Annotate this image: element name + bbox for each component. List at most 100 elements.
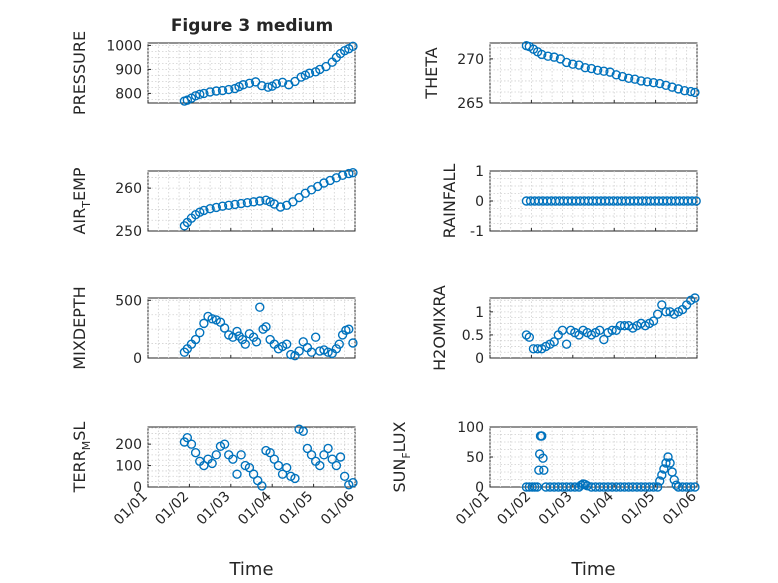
- chart-pressure-point: [271, 79, 282, 89]
- chart-pressure-point: [238, 80, 248, 90]
- subplot-mixdepth: 0 500 MIXDEPTH: [70, 286, 358, 370]
- chart-rainfall-ytick-label: 1: [475, 164, 484, 180]
- chart-terr_msl-ytick-label: 200: [115, 437, 142, 453]
- subplot-terr-msl: 01/01 01/02 01/03 01/04 01/05 01/06 0 100 200 TER…: [70, 422, 358, 580]
- chart-air_temp-ylabel-main: AIR: [70, 208, 89, 235]
- chart-terr_msl-xtick-label: 01/02: [152, 489, 192, 529]
- chart-mixdepth-point: [286, 349, 296, 360]
- chart-mixdepth-point: [240, 339, 250, 349]
- chart-pressure-point: [224, 84, 234, 95]
- chart-mixdepth-point: [199, 318, 209, 329]
- chart-mixdepth-point: [255, 302, 265, 312]
- chart-air_temp-point: [242, 198, 253, 208]
- chart-terr_msl-point: [327, 454, 337, 464]
- chart-air_temp-point: [261, 195, 271, 205]
- chart-h2omixra-point: [561, 339, 572, 349]
- chart-mixdepth-point: [207, 314, 217, 324]
- chart-air_temp-point: [344, 168, 354, 179]
- chart-h2omixra-point: [657, 300, 667, 310]
- chart-pressure-point: [277, 77, 288, 88]
- chart-rainfall-ylabel-main: RAINFALL: [440, 164, 459, 239]
- chart-sun_flux-point: [671, 480, 681, 490]
- chart-theta-axes-box: [489, 42, 698, 104]
- chart-mixdepth-point: [331, 344, 342, 354]
- chart-terr_msl-point: [277, 469, 288, 479]
- chart-terr_msl-point: [315, 460, 325, 471]
- chart-air_temp-point: [331, 173, 342, 183]
- chart-theta-point: [630, 74, 640, 84]
- chart-theta-point: [580, 63, 590, 73]
- chart-terr_msl-point: [232, 469, 242, 479]
- chart-mixdepth-point: [281, 339, 292, 349]
- chart-pressure-ylabel-main: PRESSURE: [70, 31, 89, 115]
- chart-h2omixra-point: [549, 337, 559, 347]
- chart-terr_msl-point: [323, 443, 333, 454]
- subplot-h2omixra: 0 0.5 1 H2OMIXRA: [430, 285, 700, 371]
- chart-sun_flux-point: [530, 482, 540, 492]
- chart-terr_msl-point: [273, 460, 284, 471]
- chart-pressure-point: [199, 88, 209, 99]
- chart-pressure-point: [257, 81, 267, 91]
- chart-terr_msl-point: [186, 439, 197, 449]
- chart-mixdepth-ytick-label: 0: [133, 351, 142, 367]
- chart-sun_flux-point: [686, 482, 696, 492]
- chart-sun_flux-point: [655, 476, 665, 486]
- chart-air_temp-ylabel: AIRTEMP: [70, 167, 93, 234]
- chart-terr_msl-xtick-label: 01/05: [277, 489, 317, 529]
- chart-terr_msl-point: [182, 433, 193, 443]
- chart-sun_flux-xtick-label: 01/06: [660, 488, 700, 528]
- chart-sun_flux-ytick-label: 50: [466, 450, 484, 466]
- chart-mixdepth-point: [323, 347, 333, 357]
- chart-sun_flux-point: [534, 465, 544, 475]
- chart-terr_msl-point: [190, 448, 201, 458]
- chart-theta-point: [592, 65, 603, 76]
- chart-terr_msl-point: [244, 463, 255, 473]
- chart-sun_flux-point: [538, 453, 548, 463]
- chart-sun_flux-point: [648, 482, 659, 492]
- chart-sun_flux-point: [669, 475, 679, 485]
- chart-air_temp-point: [288, 197, 298, 207]
- chart-air_temp-point: [319, 178, 329, 188]
- chart-h2omixra-ytick-label: 1: [475, 305, 484, 321]
- chart-pressure-ylabel: PRESSURE: [70, 31, 89, 115]
- chart-terr_msl-point: [219, 439, 230, 449]
- chart-theta-ytick-label: 265: [457, 96, 484, 112]
- chart-sun_flux-point: [690, 482, 700, 492]
- chart-sun_flux-point: [570, 482, 580, 492]
- chart-pressure-ytick-label: 900: [115, 62, 142, 78]
- chart-pressure-point: [211, 86, 222, 96]
- chart-terr_msl-point: [207, 458, 217, 469]
- chart-theta-point: [537, 49, 547, 60]
- chart-terr_msl-ylabel-rest: SL: [70, 422, 89, 441]
- chart-terr_msl-point: [248, 469, 259, 479]
- chart-pressure-point: [217, 85, 228, 96]
- chart-pressure-point: [348, 41, 358, 52]
- chart-h2omixra-ylabel-main: H2OMIXRA: [430, 285, 449, 371]
- chart-sun_flux-point: [537, 431, 547, 441]
- chart-h2omixra-point: [652, 309, 663, 319]
- chart-air_temp-ytick-label: 260: [115, 181, 142, 197]
- chart-mixdepth-point: [219, 323, 230, 333]
- chart-terr_msl-point: [211, 450, 222, 460]
- chart-h2omixra-point: [619, 320, 630, 331]
- chart-terr_msl-point: [236, 450, 246, 460]
- chart-sun_flux-ytick-label: 0: [475, 480, 484, 496]
- chart-air_temp-ylabel-rest: EMP: [70, 167, 89, 201]
- chart-mixdepth-point: [348, 338, 358, 348]
- chart-terr_msl-point: [339, 471, 350, 481]
- chart-theta-point: [661, 80, 671, 91]
- chart-theta-point: [636, 76, 646, 86]
- chart-h2omixra-point: [521, 330, 532, 340]
- chart-theta-point: [543, 51, 553, 61]
- chart-sun_flux-ytick-label: 100: [457, 420, 484, 436]
- chart-sun_flux-point: [527, 482, 537, 492]
- chart-pressure-point: [263, 82, 273, 92]
- chart-sun_flux-point: [663, 452, 673, 462]
- chart-terr_msl-point: [335, 452, 346, 462]
- chart-rainfall-ytick-label: -1: [470, 224, 484, 240]
- chart-mixdepth-point: [195, 327, 205, 338]
- chart-pressure-ytick-label: 1000: [106, 38, 142, 54]
- chart-theta-point: [605, 67, 615, 77]
- chart-sun_flux-ylabel-main: SUN: [390, 459, 409, 493]
- chart-mixdepth-ylabel: MIXDEPTH: [70, 286, 89, 369]
